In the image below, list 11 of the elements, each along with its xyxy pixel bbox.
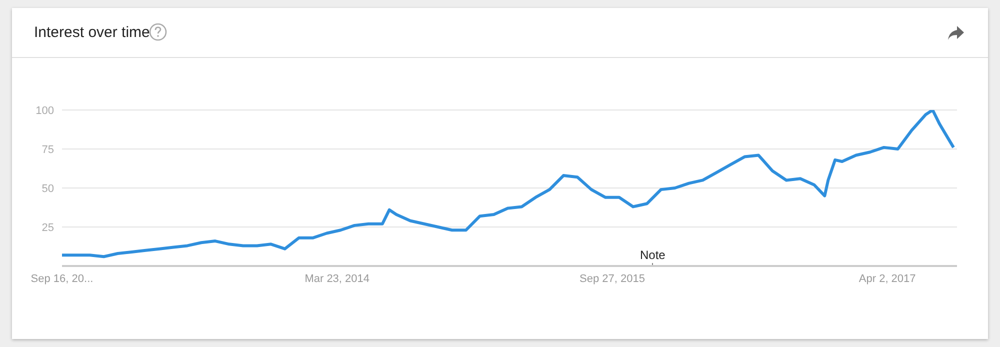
chart-title: Interest over time — [34, 24, 150, 41]
x-tick-label: Mar 23, 2014 — [304, 272, 370, 285]
y-tick-label: 50 — [42, 182, 54, 195]
annotation: Note — [640, 248, 666, 262]
x-tick-label: Sep 16, 20... — [30, 272, 94, 285]
y-tick-label: 25 — [42, 222, 54, 234]
y-tick-label: 75 — [42, 144, 54, 156]
x-tick-label: Sep 27, 2015 — [580, 272, 645, 285]
x-tick-label: Apr 2, 2017 — [858, 272, 916, 285]
line-series — [62, 110, 956, 258]
y-tick-label: 100 — [36, 104, 54, 117]
